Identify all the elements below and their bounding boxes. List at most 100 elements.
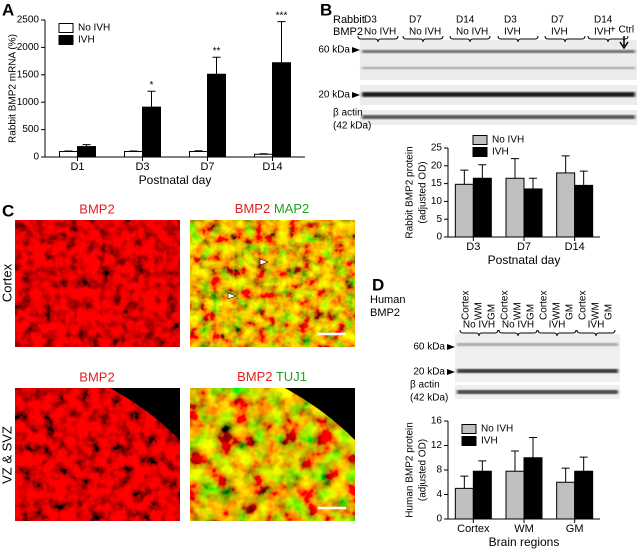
- y-tick-label: 2500: [17, 15, 40, 26]
- x-tick-label: D1: [70, 161, 84, 173]
- bar: [574, 470, 594, 520]
- marker-label: 60 kDa: [413, 342, 445, 353]
- lane-bracket: [497, 35, 539, 43]
- lane-label: WM: [474, 302, 485, 320]
- stain: BMP2: [237, 369, 272, 384]
- group-label: No IVH: [502, 320, 534, 331]
- error-bar: [277, 21, 286, 63]
- lane-label: No IVH: [409, 27, 441, 38]
- legend-label: IVH: [481, 436, 498, 447]
- legend-label: IVH: [78, 35, 95, 46]
- y-tick-label: 2000: [17, 42, 40, 53]
- x-tick-label: D7: [517, 241, 531, 253]
- y-tick-label: 12: [431, 440, 443, 451]
- blot-band: [362, 50, 635, 53]
- x-tick-label: D3: [135, 161, 149, 173]
- x-tick-label: D7: [200, 161, 214, 173]
- bar: [556, 172, 576, 238]
- lane-label: D3: [364, 15, 377, 26]
- lane-label: WM: [552, 302, 563, 320]
- lane-label: D7: [551, 15, 564, 26]
- lane-bracket: [576, 329, 616, 337]
- stain-label: BMP2: [79, 201, 114, 216]
- legend-swatch: [461, 424, 477, 434]
- lane-bracket: [498, 329, 538, 337]
- micrographs: [15, 220, 355, 521]
- bar: [124, 151, 143, 158]
- bar: [59, 151, 78, 158]
- y-tick-label: 16: [431, 416, 443, 427]
- error-bar: [82, 144, 91, 147]
- panel-label: A: [2, 0, 14, 19]
- blot-band: [457, 369, 618, 373]
- blot-title: BMP2: [370, 307, 400, 319]
- lane-bracket: [537, 329, 577, 337]
- bar: [454, 183, 474, 238]
- group-label: No IVH: [463, 320, 495, 331]
- bar: [454, 487, 474, 520]
- stain: TUJ1: [276, 369, 307, 384]
- stain-label: BMP2 MAP2: [235, 201, 309, 216]
- legend-swatch: [472, 135, 488, 145]
- error-bar: [64, 150, 73, 152]
- error-bar: [478, 460, 487, 472]
- significance: ***: [276, 10, 288, 21]
- blot-title: BMP2: [333, 26, 363, 38]
- actin-label: (42 kDa): [410, 393, 448, 404]
- blot-band: [362, 67, 635, 69]
- x-axis-label: Postnatal day: [139, 173, 212, 187]
- legend-label: No IVH: [78, 23, 110, 34]
- y-tick-label: 0: [33, 152, 39, 163]
- lane-label: D7: [409, 15, 422, 26]
- bar: [523, 457, 543, 520]
- bar: [207, 73, 226, 158]
- lane-label: GM: [526, 304, 537, 320]
- blot-band: [457, 390, 618, 394]
- bar: [272, 62, 291, 158]
- arrowhead: [227, 258, 269, 300]
- x-tick-label: D14: [262, 161, 282, 173]
- bar: [472, 470, 492, 520]
- marker-arrow: [447, 344, 455, 375]
- error-bar: [129, 150, 138, 152]
- x-tick-label: Cortex: [457, 523, 490, 535]
- error-bar: [529, 437, 537, 458]
- blot-title: Human: [370, 294, 405, 306]
- legend-swatch: [58, 35, 74, 45]
- stain-label: BMP2: [79, 369, 114, 384]
- x-tick-label: GM: [566, 523, 584, 535]
- significance: **: [213, 46, 221, 57]
- x-tick-label: D14: [565, 241, 585, 253]
- bar: [77, 146, 96, 158]
- group-label: IVH: [549, 320, 566, 331]
- blot-strip: [360, 40, 637, 80]
- error-bar: [579, 170, 588, 186]
- error-bar: [478, 164, 487, 179]
- lane-label: IVH: [594, 27, 611, 38]
- dark-region: [285, 388, 355, 440]
- lane-label: Cortex: [500, 291, 511, 320]
- panel-label: D: [372, 275, 384, 294]
- y-axis-label: Human BMP2 protein: [405, 422, 416, 518]
- control-label: + Ctrl: [610, 25, 634, 36]
- lane-label: Cortex: [461, 291, 472, 320]
- y-tick-label: 0: [436, 514, 442, 525]
- x-tick-label: D3: [466, 241, 480, 253]
- y-tick-label: 15: [431, 178, 443, 189]
- y-tick-label: 20: [431, 160, 443, 171]
- y-tick-label: 1000: [17, 97, 40, 108]
- bar: [472, 177, 492, 238]
- x-axis-label: Postnatal day: [488, 253, 561, 267]
- lane-label: D3: [504, 15, 517, 26]
- legend-label: IVH: [492, 147, 509, 158]
- lane-label: GM: [604, 304, 615, 320]
- y-tick-label: 5: [436, 214, 442, 225]
- error-bar: [511, 158, 519, 179]
- actin-label: (42 kDa): [333, 121, 371, 132]
- dark-region: [110, 388, 180, 440]
- row-label: Cortex: [0, 263, 14, 302]
- row-label: VZ & SVZ: [0, 426, 14, 484]
- y-tick-label: 500: [22, 124, 39, 135]
- bar: [254, 153, 273, 158]
- lane-label: GM: [487, 304, 498, 320]
